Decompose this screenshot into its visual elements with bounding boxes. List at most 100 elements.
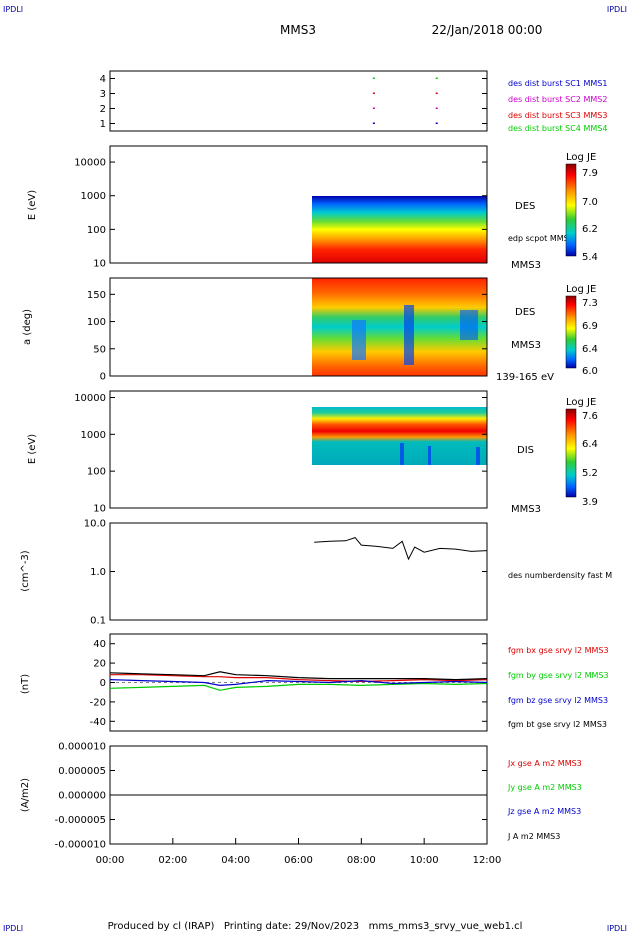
density-legend: des numberdensity fast M — [508, 571, 612, 580]
burst-point — [372, 92, 375, 94]
burst-point — [435, 77, 438, 79]
colorbar2-tick-2: 6.9 — [582, 321, 598, 332]
density-y-tick-label: 10.0 — [84, 519, 106, 530]
des-pitch-y-tick-label: 0 — [100, 372, 106, 383]
current-legend-j: J A m2 MMS3 — [507, 832, 560, 841]
des-pitch-label-energy: 139-165 eV — [496, 372, 554, 383]
legend-burst-1: des dist burst SC1 MMS1 — [508, 79, 607, 88]
des-pitch-y-tick-label: 100 — [87, 317, 106, 328]
footer-left-logo: IPDLI — [3, 924, 23, 933]
des-pitch-label-mms3: MMS3 — [511, 340, 541, 351]
dis-blue-streak-1 — [400, 443, 404, 465]
des-energy-label-mms3: MMS3 — [511, 260, 541, 271]
des-energy-label-scpot: edp scpot MMS3 — [508, 234, 574, 243]
panel-des-energy: 10 100 1000 10000 E (eV) DES edp scpot MMS3… — [27, 145, 598, 271]
colorbar3-tick-2: 6.4 — [582, 439, 598, 450]
x-tick-label: 12:00 — [473, 855, 502, 866]
colorbar2 — [565, 295, 577, 369]
burst-point — [372, 107, 375, 109]
header-right-logo: IPDLI — [607, 5, 627, 14]
panel-dis-energy: 10 100 1000 10000 E (eV) DIS MMS3 Log JE 7.… — [27, 390, 598, 515]
des-energy-spectrogram — [312, 196, 487, 263]
dis-blue-streak-2 — [428, 446, 431, 465]
burst-point — [435, 107, 438, 109]
des-pitch-ylabel: a (deg) — [22, 309, 33, 345]
fgm-y-tick-label: -20 — [90, 697, 106, 708]
density-ylabel: (cm^-3) — [20, 550, 31, 591]
fgm-series-line — [109, 671, 488, 681]
colorbar3-tick-3: 5.2 — [582, 468, 598, 479]
burst-y-tick-label: 2 — [100, 104, 106, 115]
colorbar1 — [565, 163, 577, 257]
header-spacecraft: MMS3 — [280, 23, 316, 37]
colorbar2-tick-3: 6.4 — [582, 344, 598, 355]
colorbar3 — [565, 408, 577, 498]
current-y-tick-label: -0.000005 — [55, 815, 106, 826]
burst-point — [435, 92, 438, 94]
des-pitch-y-tick-label: 150 — [87, 290, 106, 301]
current-legend-jy: Jy gse A m2 MMS3 — [507, 783, 582, 792]
x-tick-label: 04:00 — [221, 855, 250, 866]
des-pitch-label-des: DES — [515, 307, 535, 318]
burst-y-tick-label: 3 — [100, 89, 106, 100]
colorbar3-tick-1: 7.6 — [582, 411, 598, 422]
colorbar1-tick-1: 7.9 — [582, 168, 598, 179]
burst-point — [372, 122, 375, 124]
fgm-legend-bx: fgm bx gse srvy l2 MMS3 — [508, 646, 609, 655]
density-y-tick-label: 0.1 — [90, 616, 106, 627]
fgm-y-tick-label: 0 — [100, 678, 106, 689]
dis-energy-y-tick-label: 1000 — [81, 430, 106, 441]
dis-energy-y-tick-label: 10000 — [74, 393, 106, 404]
colorbar2-title: Log JE — [566, 284, 596, 295]
legend-burst-2: des dist burst SC2 MMS2 — [508, 95, 607, 104]
colorbar3-title: Log JE — [566, 397, 596, 408]
fgm-y-tick-label: 20 — [93, 659, 106, 670]
dis-energy-y-tick-label: 100 — [87, 467, 106, 478]
colorbar1-title: Log JE — [566, 152, 596, 163]
fgm-y-tick-label: -40 — [90, 717, 106, 728]
fgm-ylabel: (nT) — [20, 674, 31, 694]
current-y-tick-label: 0.000010 — [58, 742, 106, 753]
fgm-legend-bz: fgm bz gse srvy l2 MMS3 — [508, 696, 608, 705]
fgm-series-line — [109, 682, 488, 691]
panel-des-pitch: 0 50 100 150 a (deg) DES MMS3 139-165 eV Lo… — [22, 277, 598, 383]
des-pitch-blue-patch-3 — [460, 310, 478, 340]
des-pitch-spectrogram — [312, 278, 487, 376]
dis-energy-y-tick-label: 10 — [93, 504, 106, 515]
current-ylabel: (A/m2) — [20, 778, 31, 812]
fgm-series-line — [109, 679, 488, 687]
header-date: 22/Jan/2018 00:00 — [432, 23, 543, 37]
legend-burst-4: des dist burst SC4 MMS4 — [508, 124, 607, 133]
x-tick-label: 02:00 — [158, 855, 187, 866]
des-pitch-y-tick-label: 50 — [93, 344, 106, 355]
header-left-logo: IPDLI — [3, 5, 23, 14]
current-y-tick-label: -0.000010 — [55, 840, 106, 851]
des-energy-y-tick-label: 10000 — [74, 158, 106, 169]
panel-des-pitch-frame — [109, 277, 488, 377]
panel-burst: 1 2 3 4 des dist burst SC1 MMS1 des dist bu… — [100, 70, 607, 133]
colorbar3-tick-4: 3.9 — [582, 497, 598, 508]
legend-burst-3: des dist burst SC3 MMS3 — [508, 111, 607, 120]
footer-text: Produced by cl (IRAP) Printing date: 29/… — [108, 921, 523, 932]
x-tick-label: 10:00 — [410, 855, 439, 866]
panel-des-energy-frame — [109, 145, 488, 264]
panel-burst-frame — [109, 70, 488, 132]
des-pitch-blue-patch-1 — [352, 320, 366, 360]
current-legend-jz: Jz gse A m2 MMS3 — [507, 807, 581, 816]
fgm-legend-bt: fgm bt gse srvy l2 MMS3 — [508, 720, 607, 729]
dis-energy-label-mms3: MMS3 — [511, 504, 541, 515]
colorbar1-tick-3: 6.2 — [582, 224, 598, 235]
des-energy-label-des: DES — [515, 201, 535, 212]
des-energy-y-tick-label: 100 — [87, 225, 106, 236]
colorbar2-tick-1: 7.3 — [582, 298, 598, 309]
des-energy-ylabel: E (eV) — [27, 190, 38, 220]
des-pitch-blue-patch-2 — [404, 305, 414, 365]
colorbar1-tick-4: 5.4 — [582, 252, 598, 263]
current-legend-jx: Jx gse A m2 MMS3 — [507, 759, 582, 768]
dis-blue-streak-3 — [476, 447, 480, 465]
fgm-legend-by: fgm by gse srvy l2 MMS3 — [508, 671, 609, 680]
density-y-tick-label: 1.0 — [90, 567, 106, 578]
panel-current: 0.000010 0.000005 0.000000 -0.000005 -0.0000… — [20, 742, 582, 867]
dis-energy-ylabel: E (eV) — [27, 434, 38, 464]
